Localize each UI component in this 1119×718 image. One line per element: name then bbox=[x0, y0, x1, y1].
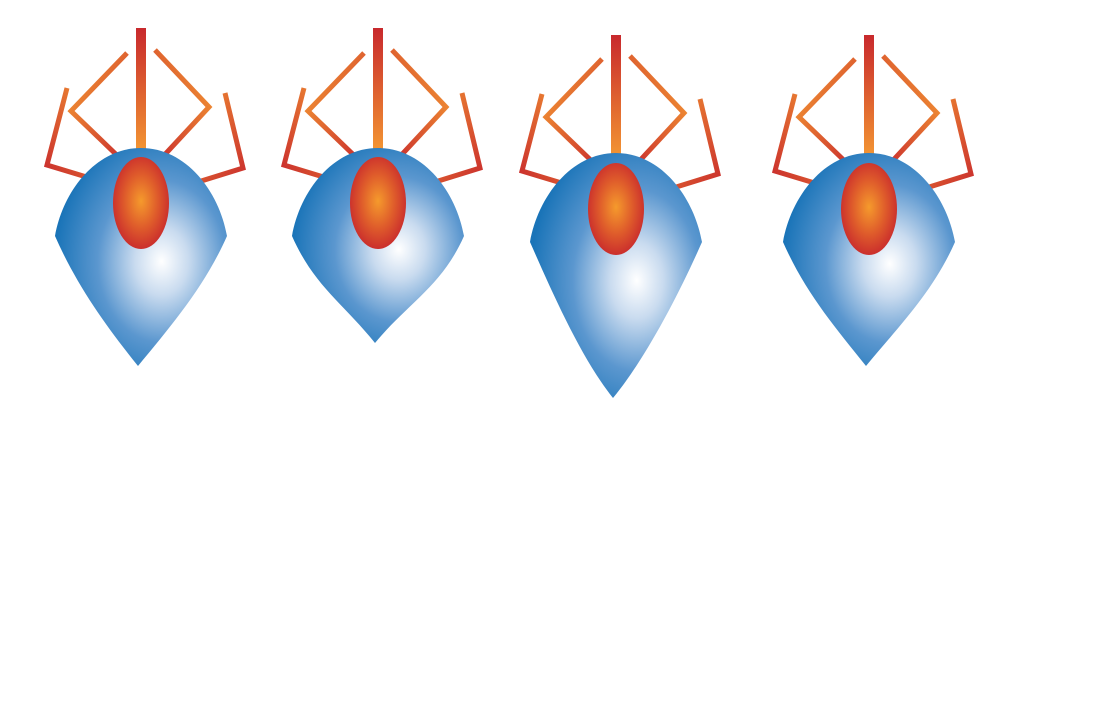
spider-head bbox=[113, 157, 169, 249]
spider-head bbox=[841, 163, 897, 255]
leg-inner-left bbox=[542, 57, 604, 171]
leg-inner-right bbox=[628, 54, 688, 171]
thread-line bbox=[611, 35, 621, 169]
spider-head bbox=[350, 157, 406, 249]
leg-inner-right bbox=[390, 48, 450, 165]
leg-inner-left bbox=[304, 51, 366, 165]
thread-line bbox=[864, 35, 874, 169]
leg-inner-left bbox=[795, 57, 857, 171]
spider-2 bbox=[280, 28, 483, 343]
leg-inner-left bbox=[67, 51, 129, 165]
spider-1 bbox=[43, 28, 246, 366]
spider-body bbox=[530, 153, 702, 398]
spider-body bbox=[783, 153, 955, 366]
spider-4 bbox=[771, 35, 974, 366]
spider-3 bbox=[518, 35, 721, 398]
thread-line bbox=[373, 28, 383, 163]
spider-body bbox=[55, 148, 227, 366]
leg-inner-right bbox=[881, 54, 941, 171]
spider-head bbox=[588, 163, 644, 255]
leg-inner-right bbox=[153, 48, 213, 165]
thread-line bbox=[136, 28, 146, 163]
